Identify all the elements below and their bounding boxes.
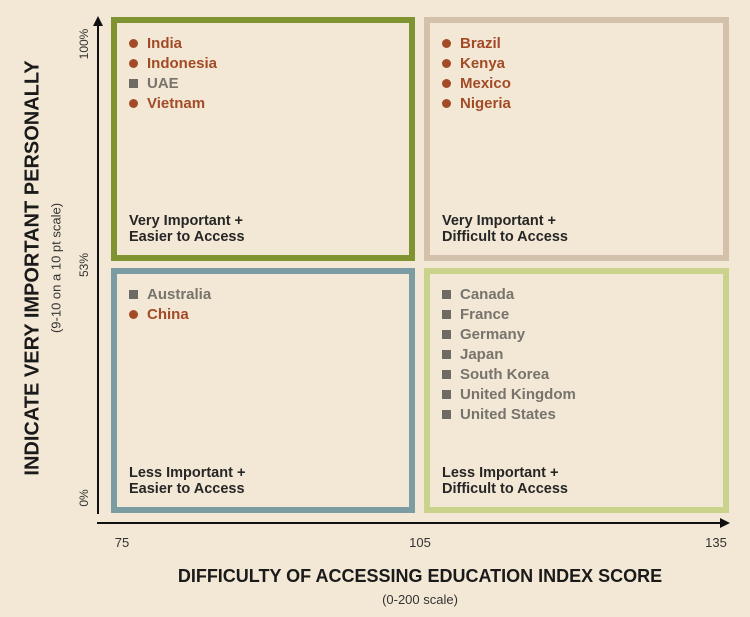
country-item: France (442, 304, 576, 324)
country-item: Brazil (442, 33, 511, 53)
quadrant-bottom-right: Canada France Germany Japan South Korea Unite… (424, 268, 729, 513)
country-item: Nigeria (442, 93, 511, 113)
country-name: United Kingdom (460, 385, 576, 403)
circle-bullet-icon (442, 78, 451, 88)
country-name: Australia (147, 285, 212, 303)
circle-bullet-icon (129, 309, 138, 319)
country-name: Canada (460, 285, 515, 303)
country-name: India (147, 34, 183, 52)
country-item: Australia (129, 284, 211, 304)
square-bullet-icon (442, 369, 451, 379)
x-tick-label: 135 (705, 535, 727, 550)
quadrant-label-line: Less Important + (129, 465, 246, 481)
country-list: Canada France Germany Japan South Korea Unite… (442, 284, 576, 424)
quadrant-label-line: Very Important + (129, 213, 244, 229)
x-tick-label: 75 (114, 535, 130, 550)
country-item: Kenya (442, 53, 511, 73)
country-name: France (460, 305, 510, 323)
country-item: Indonesia (129, 53, 217, 73)
y-tick-label: 53% (77, 252, 91, 278)
country-name: Nigeria (460, 94, 511, 112)
country-item: Vietnam (129, 93, 217, 113)
square-bullet-icon (442, 409, 451, 419)
country-name: Germany (460, 325, 526, 343)
square-bullet-icon (129, 289, 138, 299)
country-name: South Korea (460, 365, 550, 383)
x-axis-title: DIFFICULTY OF ACCESSING EDUCATION INDEX … (177, 566, 663, 586)
country-name: Kenya (460, 54, 506, 72)
quadrant-top-left: India Indonesia UAE Vietnam Very Important … (111, 17, 415, 261)
quadrant-label-line: Less Important + (442, 465, 559, 481)
country-item: India (129, 33, 217, 53)
y-tick-label: 0% (77, 489, 91, 507)
square-bullet-icon (442, 289, 451, 299)
quadrant-top-right: Brazil Kenya Mexico Nigeria Very Important … (424, 17, 729, 261)
square-bullet-icon (442, 349, 451, 359)
y-axis-title: INDICATE VERY IMPORTANT PERSONALLY (21, 60, 44, 476)
country-item: Mexico (442, 73, 511, 93)
circle-bullet-icon (129, 38, 138, 48)
country-name: UAE (147, 74, 179, 92)
country-name: China (147, 305, 189, 323)
quadrant-label-line: Difficult to Access (442, 229, 568, 245)
country-item: Canada (442, 284, 576, 304)
quadrant-label: Less Important + Easier to Access (129, 465, 245, 497)
country-list: Australia China (129, 284, 211, 324)
circle-bullet-icon (442, 38, 451, 48)
quadrant-label-line: Very Important + (442, 213, 557, 229)
country-item: UAE (129, 73, 217, 93)
quadrant-label: Very Important + Difficult to Access (442, 213, 568, 245)
circle-bullet-icon (129, 98, 138, 108)
country-name: Brazil (460, 34, 501, 52)
square-bullet-icon (442, 309, 451, 319)
square-bullet-icon (129, 78, 138, 88)
country-item: South Korea (442, 364, 576, 384)
y-axis-subtitle: (9-10 on a 10 pt scale) (48, 202, 64, 334)
x-axis-subtitle: (0-200 scale) (382, 592, 458, 607)
quadrant-label-line: Easier to Access (129, 229, 245, 245)
country-item: China (129, 304, 211, 324)
x-tick-label: 105 (409, 535, 431, 550)
country-name: Mexico (460, 74, 511, 92)
quadrant-bottom-left: Australia China Less Important + Easier t… (111, 268, 415, 513)
quadrant-label-line: Difficult to Access (442, 481, 568, 497)
square-bullet-icon (442, 389, 451, 399)
x-axis-arrow-icon (720, 518, 730, 528)
country-name: Japan (460, 345, 504, 363)
country-name: Indonesia (147, 54, 218, 72)
country-list: Brazil Kenya Mexico Nigeria (442, 33, 511, 113)
country-list: India Indonesia UAE Vietnam (129, 33, 217, 113)
y-axis-line (97, 24, 99, 514)
country-item: United States (442, 404, 576, 424)
quadrant-label: Very Important + Easier to Access (129, 213, 245, 245)
y-tick-label: 100% (77, 28, 91, 60)
y-axis-arrow-icon (93, 16, 103, 26)
country-name: Vietnam (147, 94, 206, 112)
quadrant-label: Less Important + Difficult to Access (442, 465, 568, 497)
x-axis-line (97, 522, 722, 524)
country-item: Japan (442, 344, 576, 364)
country-item: Germany (442, 324, 576, 344)
country-item: United Kingdom (442, 384, 576, 404)
square-bullet-icon (442, 329, 451, 339)
country-name: United States (460, 405, 556, 423)
circle-bullet-icon (129, 58, 138, 68)
circle-bullet-icon (442, 98, 451, 108)
quadrant-label-line: Easier to Access (129, 481, 245, 497)
circle-bullet-icon (442, 58, 451, 68)
